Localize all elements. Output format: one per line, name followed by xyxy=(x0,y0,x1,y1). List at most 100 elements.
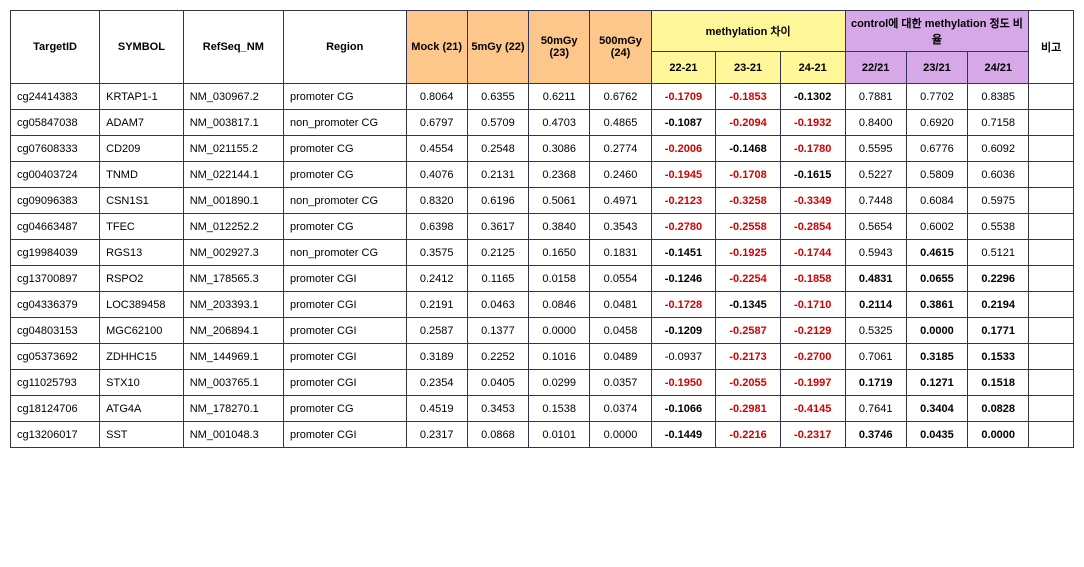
cell: -0.1925 xyxy=(716,240,781,266)
col-refseq: RefSeq_NM xyxy=(183,11,283,84)
cell: cg11025793 xyxy=(11,370,100,396)
cell: STX10 xyxy=(100,370,184,396)
cell xyxy=(1029,318,1074,344)
col-23s21: 23/21 xyxy=(906,52,967,84)
cell: 0.3543 xyxy=(590,214,651,240)
cell: SST xyxy=(100,422,184,448)
col-methdiff: methylation 차이 xyxy=(651,11,845,52)
cell: -0.2254 xyxy=(716,266,781,292)
cell: 0.4865 xyxy=(590,110,651,136)
cell: NM_203393.1 xyxy=(183,292,283,318)
cell: CSN1S1 xyxy=(100,188,184,214)
cell: 0.2252 xyxy=(467,344,528,370)
table-row: cg13700897RSPO2NM_178565.3promoter CGI0.… xyxy=(11,266,1074,292)
cell: 0.0158 xyxy=(529,266,590,292)
cell: 0.4703 xyxy=(529,110,590,136)
cell: 0.3189 xyxy=(406,344,467,370)
cell: 0.2317 xyxy=(406,422,467,448)
cell: 0.2296 xyxy=(968,266,1029,292)
cell xyxy=(1029,422,1074,448)
col-symbol: SYMBOL xyxy=(100,11,184,84)
cell: cg00403724 xyxy=(11,162,100,188)
cell: promoter CGI xyxy=(283,422,406,448)
table-row: cg04663487TFECNM_012252.2promoter CG0.63… xyxy=(11,214,1074,240)
cell xyxy=(1029,370,1074,396)
cell: 0.1271 xyxy=(906,370,967,396)
cell: NM_144969.1 xyxy=(183,344,283,370)
cell: 0.6920 xyxy=(906,110,967,136)
cell: 0.4554 xyxy=(406,136,467,162)
table-row: cg19984039RGS13NM_002927.3non_promoter C… xyxy=(11,240,1074,266)
cell: 0.0000 xyxy=(906,318,967,344)
cell: 0.3086 xyxy=(529,136,590,162)
cell: 0.1377 xyxy=(467,318,528,344)
cell: cg18124706 xyxy=(11,396,100,422)
cell: 0.2114 xyxy=(845,292,906,318)
cell: 0.0868 xyxy=(467,422,528,448)
cell: 0.5595 xyxy=(845,136,906,162)
table-body: cg24414383KRTAP1-1NM_030967.2promoter CG… xyxy=(11,84,1074,448)
cell: -0.2317 xyxy=(780,422,845,448)
cell: 0.2412 xyxy=(406,266,467,292)
cell: -0.1468 xyxy=(716,136,781,162)
cell: 0.0481 xyxy=(590,292,651,318)
cell: promoter CGI xyxy=(283,266,406,292)
cell: -0.1710 xyxy=(780,292,845,318)
cell: -0.2854 xyxy=(780,214,845,240)
cell: 0.0000 xyxy=(968,422,1029,448)
cell: 0.0846 xyxy=(529,292,590,318)
cell: 0.2460 xyxy=(590,162,651,188)
cell: -0.1345 xyxy=(716,292,781,318)
cell xyxy=(1029,396,1074,422)
cell: -0.1997 xyxy=(780,370,845,396)
cell: 0.2191 xyxy=(406,292,467,318)
cell: promoter CG xyxy=(283,396,406,422)
cell: -0.1728 xyxy=(651,292,716,318)
cell: 0.0299 xyxy=(529,370,590,396)
cell: 0.0828 xyxy=(968,396,1029,422)
cell: promoter CG xyxy=(283,214,406,240)
cell: 0.5061 xyxy=(529,188,590,214)
cell: 0.5654 xyxy=(845,214,906,240)
cell: ZDHHC15 xyxy=(100,344,184,370)
cell: cg05373692 xyxy=(11,344,100,370)
table-row: cg04336379LOC389458NM_203393.1promoter C… xyxy=(11,292,1074,318)
table-row: cg24414383KRTAP1-1NM_030967.2promoter CG… xyxy=(11,84,1074,110)
cell: KRTAP1-1 xyxy=(100,84,184,110)
cell: 0.0357 xyxy=(590,370,651,396)
cell xyxy=(1029,188,1074,214)
cell: 0.6211 xyxy=(529,84,590,110)
cell: 0.5943 xyxy=(845,240,906,266)
cell: 0.2194 xyxy=(968,292,1029,318)
col-24-21: 24-21 xyxy=(780,52,845,84)
cell: promoter CGI xyxy=(283,344,406,370)
cell: 0.4831 xyxy=(845,266,906,292)
cell: cg07608333 xyxy=(11,136,100,162)
cell xyxy=(1029,110,1074,136)
cell: 0.5809 xyxy=(906,162,967,188)
cell: 0.2774 xyxy=(590,136,651,162)
cell: 0.8064 xyxy=(406,84,467,110)
cell: cg04803153 xyxy=(11,318,100,344)
cell: 0.5227 xyxy=(845,162,906,188)
cell: cg24414383 xyxy=(11,84,100,110)
cell: 0.6797 xyxy=(406,110,467,136)
cell: -0.2558 xyxy=(716,214,781,240)
cell: 0.7702 xyxy=(906,84,967,110)
col-23-21: 23-21 xyxy=(716,52,781,84)
cell: 0.7641 xyxy=(845,396,906,422)
cell: non_promoter CG xyxy=(283,188,406,214)
cell: -0.1858 xyxy=(780,266,845,292)
cell: -0.1932 xyxy=(780,110,845,136)
cell: NM_001048.3 xyxy=(183,422,283,448)
cell: promoter CG xyxy=(283,162,406,188)
col-24s21: 24/21 xyxy=(968,52,1029,84)
cell: 0.6398 xyxy=(406,214,467,240)
cell xyxy=(1029,162,1074,188)
cell: 0.0655 xyxy=(906,266,967,292)
cell: 0.5709 xyxy=(467,110,528,136)
cell: -0.2129 xyxy=(780,318,845,344)
cell xyxy=(1029,84,1074,110)
cell: LOC389458 xyxy=(100,292,184,318)
cell: cg19984039 xyxy=(11,240,100,266)
